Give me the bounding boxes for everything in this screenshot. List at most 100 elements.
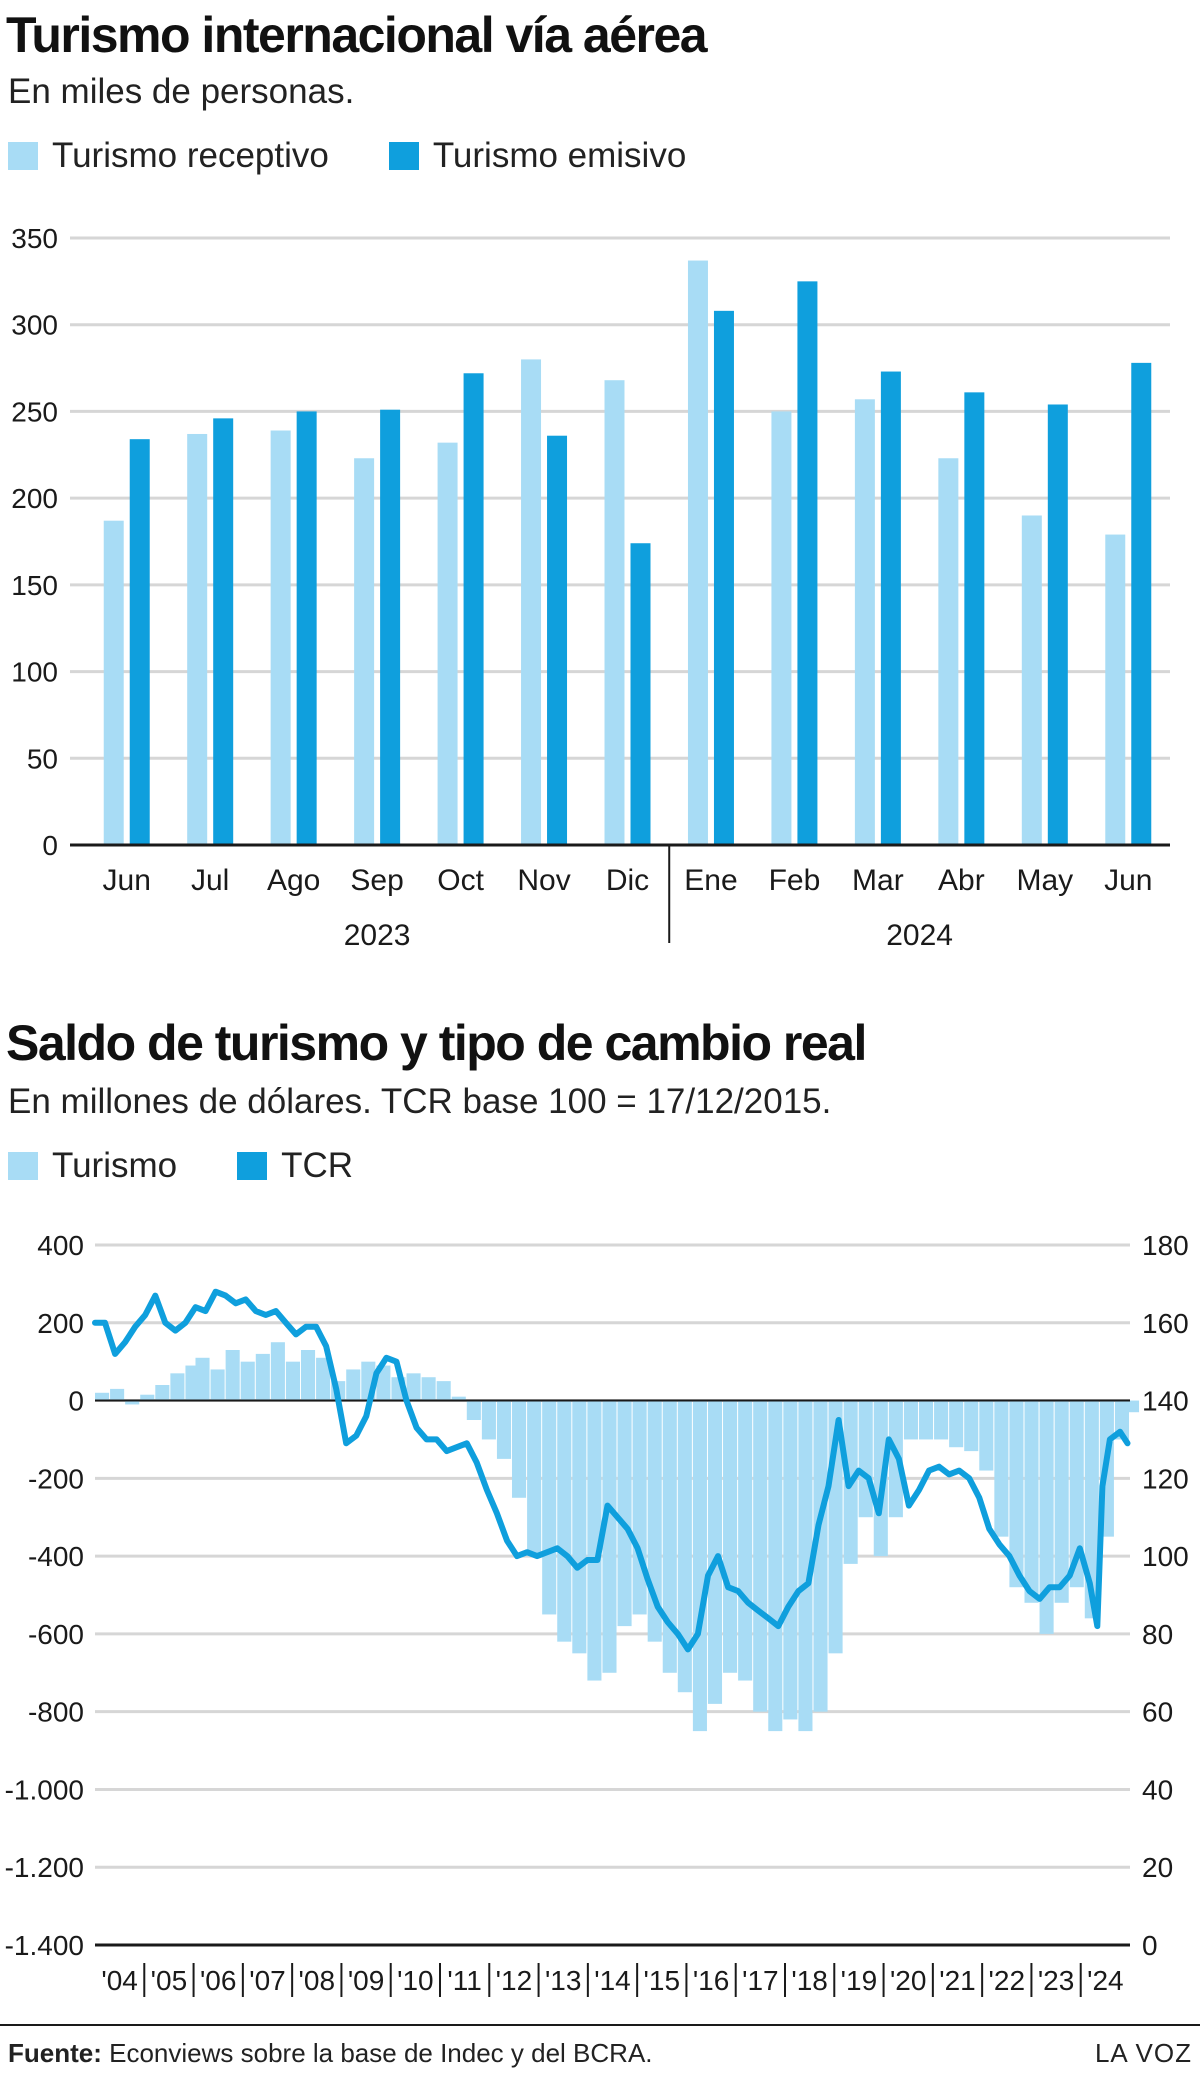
- bar-turismo: [662, 1400, 677, 1673]
- left-tick-label: -1.000: [5, 1774, 84, 1805]
- bar-turismo: [632, 1400, 647, 1615]
- bar-turismo: [572, 1400, 587, 1654]
- left-tick-label: 200: [37, 1308, 84, 1339]
- legend-label-turismo: Turismo: [52, 1146, 178, 1185]
- bar-receptivo: [1021, 515, 1042, 845]
- bar-turismo: [1009, 1400, 1024, 1588]
- source-label: Fuente:: [8, 2038, 102, 2068]
- bar-turismo: [210, 1369, 225, 1401]
- left-tick-label: -600: [28, 1619, 84, 1650]
- x-tick-label: May: [1016, 864, 1073, 897]
- y-tick-label: 50: [27, 743, 58, 774]
- bar-turismo: [1124, 1400, 1140, 1413]
- y-tick-label: 100: [11, 657, 58, 688]
- right-tick-label: 180: [1142, 1230, 1189, 1261]
- chart1-legend: Turismo receptivo Turismo emisivo: [8, 136, 746, 176]
- bar-turismo: [723, 1400, 738, 1673]
- bar-turismo: [1069, 1400, 1084, 1588]
- year-label: 2024: [886, 919, 953, 952]
- x-tick-label: Abr: [938, 864, 985, 897]
- x-tick-label: '18: [791, 1965, 828, 1996]
- x-tick-label: '17: [742, 1965, 779, 1996]
- x-tick-label: Oct: [437, 864, 484, 897]
- x-tick-label: Nov: [517, 864, 570, 897]
- y-tick-label: 0: [42, 830, 58, 861]
- bar-receptivo: [521, 359, 542, 845]
- line-tcr: [92, 1288, 1131, 1653]
- bar-turismo: [903, 1400, 918, 1440]
- bar-turismo: [95, 1392, 110, 1401]
- bar-turismo: [918, 1400, 934, 1440]
- legend-swatch-tcr: [237, 1152, 268, 1180]
- bar-turismo: [692, 1400, 707, 1732]
- left-tick-label: -400: [28, 1541, 84, 1572]
- bar-turismo: [1039, 1400, 1054, 1634]
- legend-label-emisivo: Turismo emisivo: [432, 136, 687, 175]
- chart2-title: Saldo de turismo y tipo de cambio real: [6, 1015, 867, 1071]
- bar-turismo: [481, 1400, 496, 1440]
- bar-receptivo: [771, 411, 792, 845]
- footer-rule: [0, 2024, 1200, 2026]
- bar-emisivo: [630, 543, 651, 845]
- x-tick-label: '23: [1038, 1965, 1075, 1996]
- legend-item-tcr: TCR: [237, 1146, 353, 1186]
- bar-turismo: [677, 1400, 692, 1693]
- bar-turismo: [376, 1365, 391, 1401]
- y-tick-label: 300: [11, 310, 58, 341]
- bar-chart-arrivals-departures: 0 50 100 150 200 250 300 350 Jun Jul Ago Sep Oct Nov D…: [11, 223, 1170, 952]
- bar-turismo: [512, 1400, 527, 1498]
- bar-emisivo: [129, 439, 150, 845]
- bar-turismo: [421, 1377, 436, 1401]
- bar-receptivo: [1105, 534, 1126, 845]
- bar-turismo: [140, 1394, 155, 1401]
- x-tick-label: '05: [151, 1965, 188, 1996]
- bar-emisivo: [463, 373, 484, 845]
- bar-emisivo: [380, 409, 401, 845]
- left-tick-label: 0: [68, 1386, 84, 1417]
- brand-logo: LA VOZ: [1094, 2038, 1192, 2068]
- y-tick-label: 350: [11, 223, 58, 254]
- x-tick-label: '21: [939, 1965, 976, 1996]
- x-tick-label: Feb: [769, 864, 821, 897]
- bar-turismo: [270, 1342, 285, 1401]
- legend-swatch-emisivo: [388, 142, 419, 170]
- bar-turismo: [738, 1400, 753, 1681]
- x-tick-label: Ene: [684, 864, 737, 897]
- bar-receptivo: [604, 380, 625, 845]
- chart2-legend: Turismo TCR: [8, 1146, 413, 1186]
- bar-turismo: [170, 1373, 185, 1401]
- x-tick-label: '19: [841, 1965, 878, 1996]
- bar-emisivo: [713, 310, 734, 846]
- x-tick-label: Mar: [852, 864, 904, 897]
- bar-turismo: [768, 1400, 783, 1732]
- right-tick-label: 160: [1142, 1308, 1189, 1339]
- left-tick-label: -1.400: [5, 1930, 84, 1961]
- x-tick-label: '14: [594, 1965, 631, 1996]
- bar-turismo: [436, 1381, 451, 1401]
- x-tick-label: '06: [200, 1965, 237, 1996]
- x-tick-label: '07: [249, 1965, 286, 1996]
- y-tick-label: 250: [11, 396, 58, 427]
- bar-turismo: [466, 1400, 481, 1420]
- bar-turismo: [617, 1400, 632, 1627]
- left-tick-label: -1.200: [5, 1852, 84, 1883]
- bar-turismo: [125, 1400, 140, 1405]
- x-tick-label: Dic: [606, 864, 649, 897]
- bar-turismo: [527, 1400, 542, 1557]
- bar-turismo: [155, 1385, 170, 1401]
- bar-emisivo: [1047, 404, 1068, 845]
- source-note: Fuente: Econviews sobre la base de Indec…: [8, 2038, 653, 2069]
- source-text: Econviews sobre la base de Indec y del B…: [101, 2038, 653, 2068]
- x-tick-label: '04: [101, 1965, 138, 1996]
- bar-turismo: [1084, 1400, 1099, 1619]
- x-tick-label: Jun: [103, 864, 151, 897]
- bar-turismo: [285, 1361, 300, 1401]
- bar-receptivo: [187, 433, 208, 845]
- right-tick-label: 0: [1142, 1930, 1158, 1961]
- bar-turismo: [602, 1400, 617, 1673]
- bar-turismo: [240, 1361, 255, 1401]
- bar-turismo: [406, 1373, 421, 1401]
- bar-emisivo: [797, 281, 818, 845]
- bar-emisivo: [213, 418, 234, 845]
- x-tick-label: '24: [1087, 1965, 1124, 1996]
